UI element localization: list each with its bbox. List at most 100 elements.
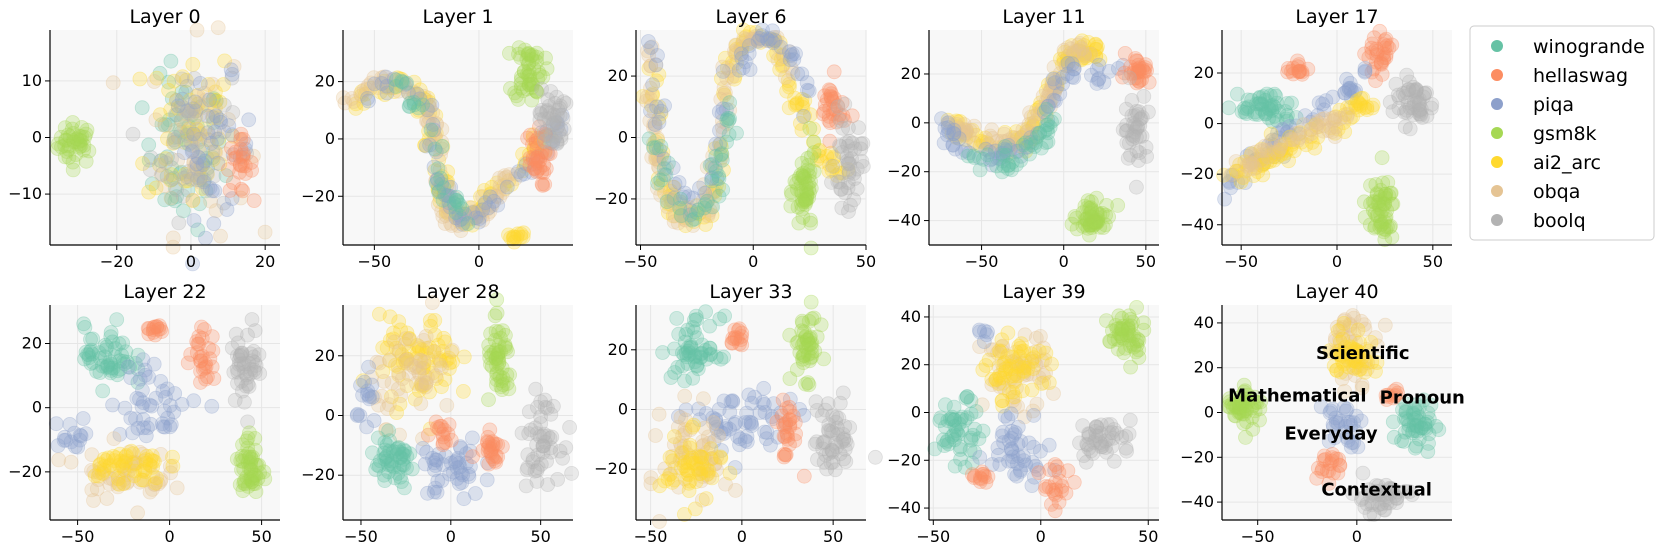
legend-label: winogrande [1533, 36, 1645, 58]
point-obqa [419, 113, 435, 129]
point-obqa [434, 173, 450, 189]
point-gsm8k [806, 145, 822, 160]
point-ai2_arc [440, 164, 456, 180]
point-obqa [210, 121, 226, 137]
point-winogrande [199, 150, 215, 166]
point-boolq [206, 168, 222, 184]
point-boolq [179, 103, 195, 119]
point-boolq [540, 400, 555, 416]
point-ai2_arc [391, 314, 407, 330]
point-gsm8k [1368, 177, 1384, 192]
point-boolq [171, 215, 187, 231]
point-winogrande [173, 113, 189, 128]
point-boolq [825, 158, 841, 174]
y-tick-label: −40 [1180, 492, 1214, 511]
point-piqa [187, 94, 203, 110]
point-obqa [1033, 328, 1048, 344]
point-winogrande [200, 160, 216, 176]
point-winogrande [653, 172, 669, 188]
point-winogrande [691, 202, 706, 218]
legend-marker [1491, 69, 1503, 81]
point-gsm8k [81, 143, 97, 159]
point-piqa [213, 114, 229, 130]
point-obqa [456, 208, 472, 224]
point-boolq [1129, 129, 1144, 145]
point-winogrande [174, 84, 190, 100]
point-piqa [361, 93, 376, 109]
point-winogrande [85, 331, 101, 347]
point-gsm8k [60, 127, 76, 143]
point-ai2_arc [401, 85, 417, 101]
point-ai2_arc [152, 157, 168, 173]
point-piqa [349, 408, 365, 423]
point-ai2_arc [177, 134, 193, 150]
point-piqa [800, 82, 815, 98]
point-ai2_arc [439, 203, 454, 219]
point-piqa [1339, 71, 1354, 87]
point-hellaswag [823, 86, 839, 102]
point-ai2_arc [476, 182, 492, 198]
legend-label: piqa [1533, 94, 1574, 116]
point-winogrande [1421, 411, 1437, 427]
point-ai2_arc [416, 91, 432, 107]
x-tick-label: 0 [446, 527, 456, 546]
point-boolq [520, 460, 536, 476]
point-ai2_arc [1041, 375, 1057, 391]
point-hellaswag [226, 151, 242, 167]
point-hellaswag [483, 445, 499, 461]
point-ai2_arc [427, 127, 443, 143]
point-obqa [186, 155, 202, 171]
point-winogrande [972, 162, 988, 178]
legend-marker [1491, 98, 1503, 110]
scatter-points [50, 20, 273, 272]
point-winogrande [164, 91, 180, 106]
point-piqa [157, 419, 173, 435]
point-ai2_arc [458, 210, 473, 226]
point-gsm8k [1082, 209, 1098, 224]
point-piqa [723, 394, 739, 409]
point-boolq [1129, 179, 1144, 195]
point-winogrande [103, 329, 119, 345]
point-ai2_arc [217, 53, 233, 69]
panel-title: Layer 6 [715, 6, 786, 28]
point-hellaswag [1031, 465, 1047, 481]
point-winogrande [141, 152, 157, 168]
y-tick-label: −20 [1180, 447, 1214, 466]
point-boolq [828, 435, 843, 451]
point-ai2_arc [449, 210, 465, 226]
point-obqa [221, 112, 236, 127]
point-boolq [189, 172, 205, 188]
point-ai2_arc [501, 173, 517, 189]
point-ai2_arc [430, 182, 446, 198]
point-boolq [518, 478, 534, 494]
point-gsm8k [61, 138, 77, 154]
point-ai2_arc [418, 92, 434, 108]
point-ai2_arc [430, 179, 446, 195]
point-boolq [216, 124, 232, 140]
point-ai2_arc [199, 166, 215, 182]
point-winogrande [180, 126, 196, 142]
x-tick-label: −50 [916, 527, 950, 546]
legend-marker [1491, 156, 1503, 168]
point-ai2_arc [1016, 363, 1031, 379]
point-piqa [58, 432, 74, 448]
panel-title: Layer 0 [129, 6, 200, 28]
point-gsm8k [792, 345, 808, 360]
point-obqa [1321, 123, 1336, 139]
x-tick-label: −50 [965, 252, 999, 271]
point-obqa [174, 113, 190, 128]
point-piqa [1066, 70, 1082, 85]
point-piqa [190, 149, 206, 165]
point-obqa [189, 22, 205, 38]
point-piqa [361, 359, 377, 375]
point-ai2_arc [112, 446, 128, 462]
point-piqa [48, 416, 64, 432]
point-obqa [446, 190, 462, 206]
point-ai2_arc [185, 193, 201, 209]
point-hellaswag [1285, 66, 1301, 82]
x-tick-label: 0 [1332, 252, 1342, 271]
cluster-annotation: Contextual [1321, 479, 1432, 500]
point-gsm8k [240, 478, 256, 494]
point-obqa [434, 141, 450, 157]
